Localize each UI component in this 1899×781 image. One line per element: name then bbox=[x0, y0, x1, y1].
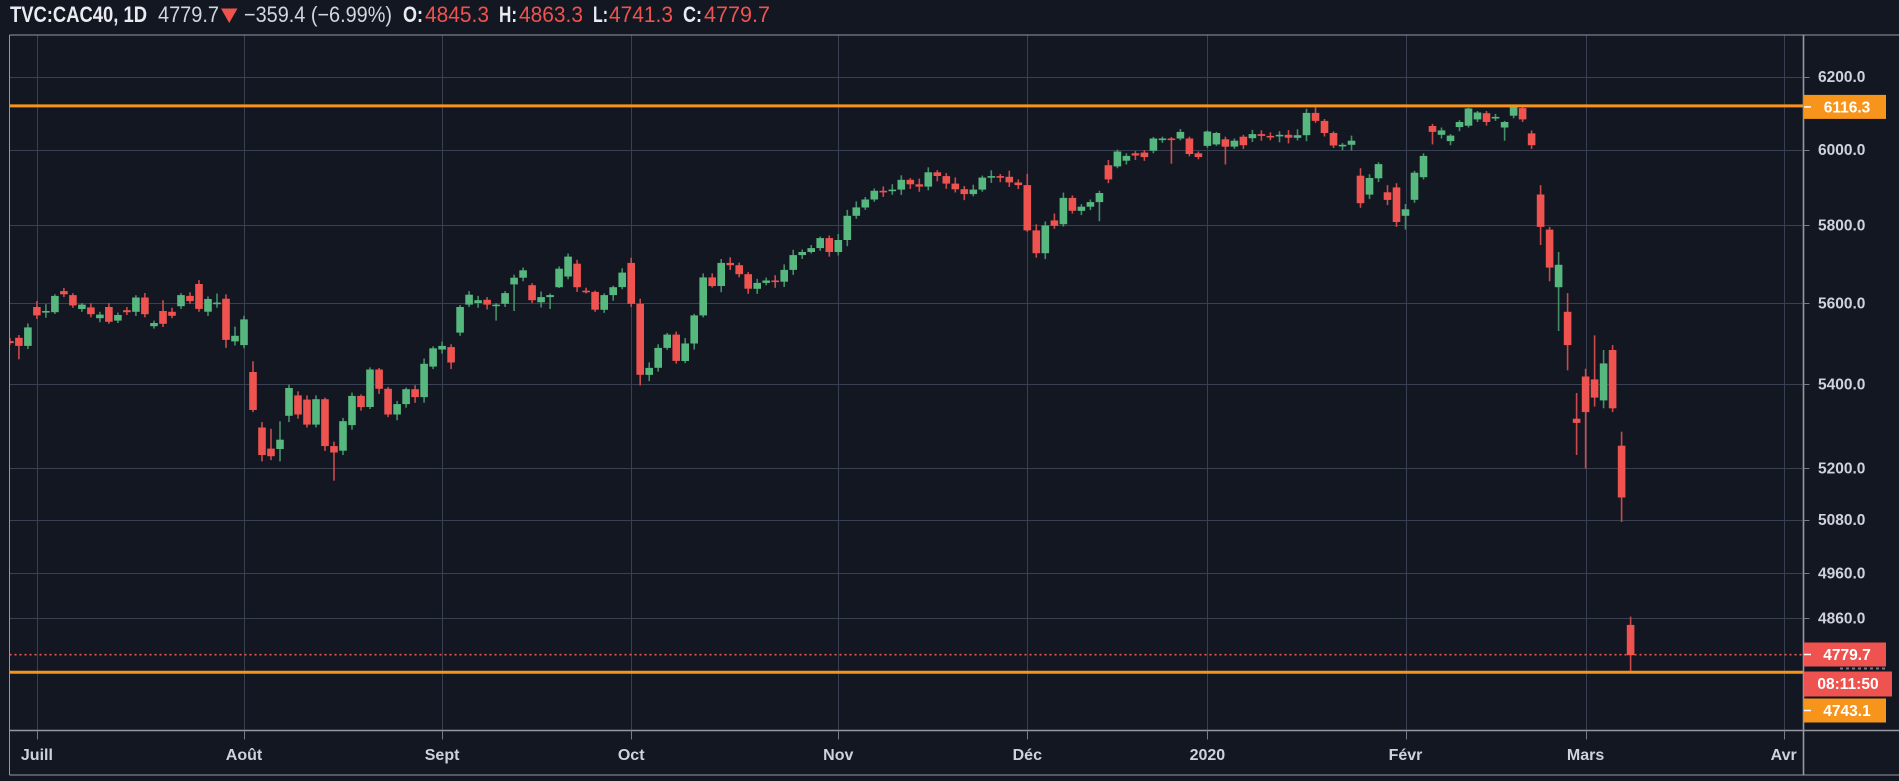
svg-text:4743.1: 4743.1 bbox=[1823, 703, 1871, 720]
svg-text:Oct: Oct bbox=[618, 747, 645, 764]
svg-text:5600.0: 5600.0 bbox=[1818, 296, 1865, 313]
svg-text:6200.0: 6200.0 bbox=[1818, 69, 1865, 86]
svg-text:4863.3: 4863.3 bbox=[519, 2, 583, 27]
svg-text:Juill: Juill bbox=[21, 747, 53, 764]
svg-text:4860.0: 4860.0 bbox=[1818, 611, 1865, 628]
svg-text:−359.4 (−6.99%): −359.4 (−6.99%) bbox=[244, 2, 392, 27]
svg-text:H:: H: bbox=[499, 2, 517, 27]
svg-text:5800.0: 5800.0 bbox=[1818, 218, 1865, 235]
svg-text:Nov: Nov bbox=[823, 747, 853, 764]
svg-text:Mars: Mars bbox=[1567, 747, 1604, 764]
svg-text:L:: L: bbox=[593, 2, 608, 27]
svg-text:4779.7: 4779.7 bbox=[158, 2, 219, 27]
svg-text:5200.0: 5200.0 bbox=[1818, 460, 1865, 477]
svg-text:4845.3: 4845.3 bbox=[425, 2, 489, 27]
svg-text:O:: O: bbox=[403, 2, 423, 27]
svg-text:Août: Août bbox=[226, 747, 263, 764]
svg-text:4741.3: 4741.3 bbox=[609, 2, 673, 27]
svg-text:Sept: Sept bbox=[425, 747, 460, 764]
svg-text:4779.7: 4779.7 bbox=[704, 2, 770, 27]
svg-text:C:: C: bbox=[683, 2, 702, 27]
svg-text:Avr: Avr bbox=[1771, 747, 1797, 764]
svg-text:4960.0: 4960.0 bbox=[1818, 565, 1865, 582]
svg-text:2020: 2020 bbox=[1190, 747, 1226, 764]
svg-text:08:11:50: 08:11:50 bbox=[1817, 676, 1878, 693]
svg-text:TVC:CAC40, 1D: TVC:CAC40, 1D bbox=[10, 2, 147, 27]
svg-text:4779.7: 4779.7 bbox=[1823, 647, 1870, 664]
svg-text:5400.0: 5400.0 bbox=[1818, 376, 1865, 393]
svg-text:Déc: Déc bbox=[1013, 747, 1042, 764]
svg-text:6000.0: 6000.0 bbox=[1818, 142, 1865, 159]
svg-text:Févr: Févr bbox=[1389, 747, 1423, 764]
svg-text:6116.3: 6116.3 bbox=[1824, 99, 1871, 116]
svg-text:5080.0: 5080.0 bbox=[1818, 512, 1865, 529]
